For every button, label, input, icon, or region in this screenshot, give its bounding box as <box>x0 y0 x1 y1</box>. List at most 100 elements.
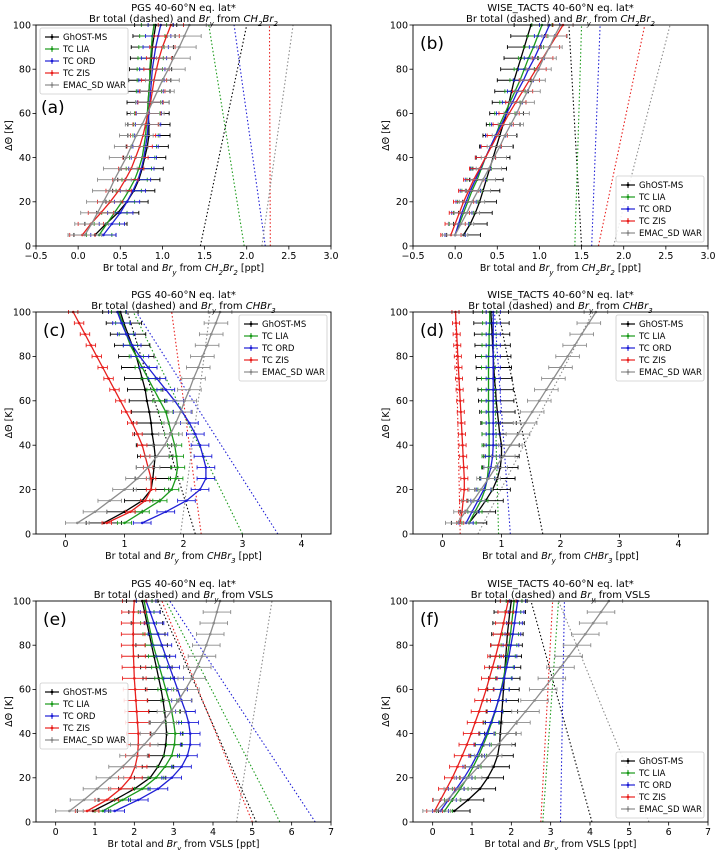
data-point <box>95 787 99 791</box>
data-point <box>164 510 168 514</box>
x-tick-label: 0 <box>439 539 445 550</box>
data-point <box>149 477 153 480</box>
x-tick-label: 3 <box>171 827 177 838</box>
data-point <box>121 765 124 769</box>
legend-label: TC ZIS <box>638 217 666 227</box>
series-line <box>454 24 543 236</box>
x-tick-label: 1.5 <box>574 251 589 262</box>
data-point <box>476 765 480 769</box>
legend-label: GhOST-MS <box>63 688 107 698</box>
data-point <box>129 145 133 148</box>
data-point <box>129 510 132 514</box>
data-point <box>537 67 540 71</box>
br-total-line <box>574 24 583 247</box>
legend: GhOST-MS TC LIA TC ORD TC ZIS EMAC_SD WAR <box>615 314 705 382</box>
legend-swatch-marker <box>626 207 630 211</box>
data-point <box>152 388 156 392</box>
data-point <box>136 477 139 480</box>
legend-label: TC ORD <box>638 344 672 354</box>
data-point <box>456 355 460 358</box>
legend-swatch-marker <box>626 370 630 374</box>
data-point <box>491 432 495 436</box>
data-point <box>107 377 110 380</box>
data-point <box>507 654 511 658</box>
data-point <box>101 366 104 369</box>
y-tick-label: 80 <box>19 352 31 363</box>
data-point <box>196 366 200 369</box>
x-tick-label: 2 <box>180 539 186 550</box>
data-point <box>170 488 173 491</box>
x-tick-label: 6 <box>289 827 295 838</box>
data-point <box>156 90 159 93</box>
data-point <box>131 632 135 636</box>
data-point <box>524 710 527 713</box>
data-point <box>110 222 114 226</box>
data-point <box>190 677 194 680</box>
series-line <box>117 311 179 524</box>
series-line <box>92 600 168 812</box>
data-point <box>161 677 164 680</box>
chart-subtitle: Br total (dashed) and Bry from CHBr3 <box>91 301 275 315</box>
legend-label: TC ZIS <box>638 793 666 803</box>
data-point <box>131 621 135 625</box>
x-tick-label: 5 <box>626 827 632 838</box>
data-point <box>435 809 438 813</box>
data-point <box>458 399 462 403</box>
br-total-line <box>477 311 594 535</box>
legend-label: TC ORD <box>62 57 96 67</box>
data-point <box>113 809 116 813</box>
data-point <box>491 388 495 392</box>
data-point <box>161 721 164 724</box>
panel-letter: (a) <box>41 98 65 118</box>
data-point <box>456 765 459 769</box>
y-tick-label: 80 <box>396 65 408 76</box>
x-tick-label: 0.5 <box>490 251 505 262</box>
y-tick-label: 40 <box>19 441 31 452</box>
y-tick-label: 100 <box>390 20 408 31</box>
legend-swatch-marker <box>50 690 54 694</box>
data-point <box>214 321 218 325</box>
data-point <box>129 776 132 780</box>
y-tick-label: 100 <box>390 307 408 318</box>
data-point <box>120 321 123 325</box>
chart-panel: PGS 40-60°N eq. lat*Br total (dashed) an… <box>4 3 339 277</box>
data-point <box>123 521 126 525</box>
legend-label: TC LIA <box>638 193 666 203</box>
data-point <box>174 477 178 480</box>
data-point <box>476 189 480 193</box>
plot-frame <box>35 24 332 247</box>
data-point <box>477 710 481 713</box>
br-total-line <box>165 600 281 823</box>
data-point <box>85 809 89 813</box>
x-tick-label: 1 <box>469 827 475 838</box>
x-tick-label: 4 <box>298 539 304 550</box>
data-point <box>152 732 156 735</box>
x-tick-label: −0.5 <box>24 251 47 262</box>
chart-title: WISE_TACTS 40-60°N eq. lat* <box>487 579 634 590</box>
data-point <box>502 677 506 680</box>
data-point <box>541 688 545 691</box>
y-tick-label: 80 <box>396 641 408 652</box>
data-point <box>201 355 204 358</box>
data-point <box>548 45 551 49</box>
data-point <box>170 754 173 757</box>
data-point <box>154 776 158 780</box>
legend-swatch-marker <box>50 59 54 63</box>
data-point <box>491 321 495 325</box>
data-point <box>445 798 449 802</box>
data-point <box>188 388 191 392</box>
data-point <box>77 321 81 325</box>
data-point <box>478 787 482 791</box>
x-tick-label: 5 <box>249 827 255 838</box>
data-point <box>484 688 488 691</box>
data-point <box>90 222 93 226</box>
data-point <box>466 798 470 802</box>
br-total-line <box>132 311 243 535</box>
data-point <box>164 388 168 392</box>
data-point <box>504 610 508 614</box>
data-point <box>123 510 126 514</box>
data-point <box>156 632 160 636</box>
y-axis-label: ΔΘ [K] <box>381 696 392 727</box>
br-total-line <box>540 600 554 823</box>
data-point <box>487 167 491 170</box>
